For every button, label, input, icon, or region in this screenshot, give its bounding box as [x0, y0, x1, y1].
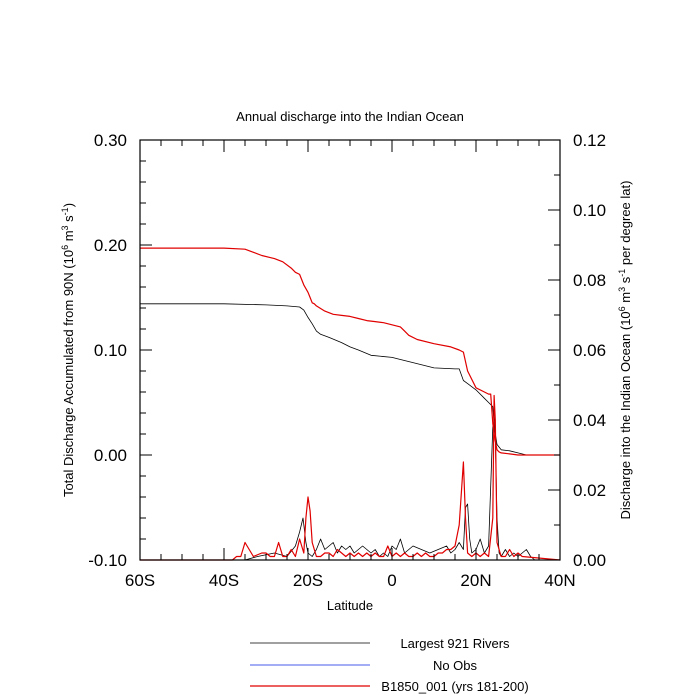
x-tick-label: 20S [293, 571, 323, 590]
y-right-tick-label: 0.08 [573, 271, 606, 290]
x-axis: 60S 40S 20S 0 20N 40N [125, 140, 576, 590]
y-right-tick-label: 0.00 [573, 551, 606, 570]
y-axis-left: 0.30 0.20 0.10 0.00 -0.10 [88, 131, 152, 570]
y-right-tick-label: 0.10 [573, 201, 606, 220]
plot-frame [139, 139, 561, 561]
legend-label-1: No Obs [433, 658, 478, 673]
legend: Largest 921 Rivers No Obs B1850_001 (yrs 1… [250, 636, 529, 694]
y-right-tick-label: 0.06 [573, 341, 606, 360]
series-line-4 [140, 394, 561, 561]
x-tick-label: 40N [544, 571, 575, 590]
legend-label-0: Largest 921 Rivers [400, 636, 510, 651]
y-left-tick-label: 0.10 [94, 341, 127, 360]
x-tick-label: 0 [387, 571, 396, 590]
x-tick-label: 40S [209, 571, 239, 590]
series-line-3 [140, 247, 560, 456]
x-tick-label: 60S [125, 571, 155, 590]
y-left-tick-label: 0.20 [94, 236, 127, 255]
y-right-tick-label: 0.12 [573, 131, 606, 150]
y-axis-right: 0.12 0.10 0.08 0.06 0.04 0.02 0.00 [548, 131, 606, 570]
legend-label-2: B1850_001 (yrs 181-200) [381, 679, 528, 694]
chart-title: Annual discharge into the Indian Ocean [236, 109, 464, 124]
y-left-tick-label: 0.00 [94, 446, 127, 465]
x-tick-label: 20N [460, 571, 491, 590]
y-axis-right-title: Discharge into the Indian Ocean (106 m3 … [617, 181, 633, 520]
y-right-tick-label: 0.02 [573, 481, 606, 500]
y-axis-left-title: Total Discharge Accumulated from 90N (10… [60, 203, 76, 497]
y-right-tick-label: 0.04 [573, 411, 606, 430]
x-axis-title: Latitude [327, 598, 373, 613]
plot-area [140, 247, 561, 561]
y-left-tick-label: 0.30 [94, 131, 127, 150]
series-line-0 [140, 303, 560, 456]
y-left-tick-label: -0.10 [88, 551, 127, 570]
